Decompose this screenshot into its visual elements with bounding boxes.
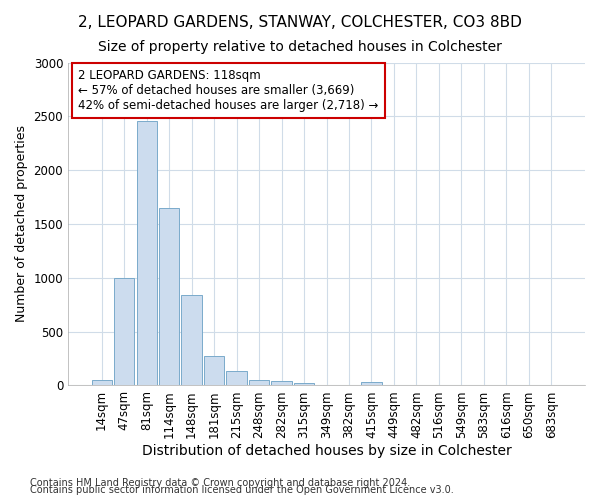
Y-axis label: Number of detached properties: Number of detached properties <box>15 126 28 322</box>
Bar <box>226 372 247 386</box>
Bar <box>204 356 224 386</box>
Bar <box>159 208 179 386</box>
Bar <box>271 381 292 386</box>
Bar <box>92 380 112 386</box>
Bar <box>137 120 157 386</box>
Text: Contains public sector information licensed under the Open Government Licence v3: Contains public sector information licen… <box>30 485 454 495</box>
Bar <box>181 295 202 386</box>
Bar <box>294 383 314 386</box>
Text: Size of property relative to detached houses in Colchester: Size of property relative to detached ho… <box>98 40 502 54</box>
Text: 2, LEOPARD GARDENS, STANWAY, COLCHESTER, CO3 8BD: 2, LEOPARD GARDENS, STANWAY, COLCHESTER,… <box>78 15 522 30</box>
Text: 2 LEOPARD GARDENS: 118sqm
← 57% of detached houses are smaller (3,669)
42% of se: 2 LEOPARD GARDENS: 118sqm ← 57% of detac… <box>79 69 379 112</box>
Bar <box>249 380 269 386</box>
Bar <box>361 382 382 386</box>
X-axis label: Distribution of detached houses by size in Colchester: Distribution of detached houses by size … <box>142 444 511 458</box>
Text: Contains HM Land Registry data © Crown copyright and database right 2024.: Contains HM Land Registry data © Crown c… <box>30 478 410 488</box>
Bar <box>114 278 134 386</box>
